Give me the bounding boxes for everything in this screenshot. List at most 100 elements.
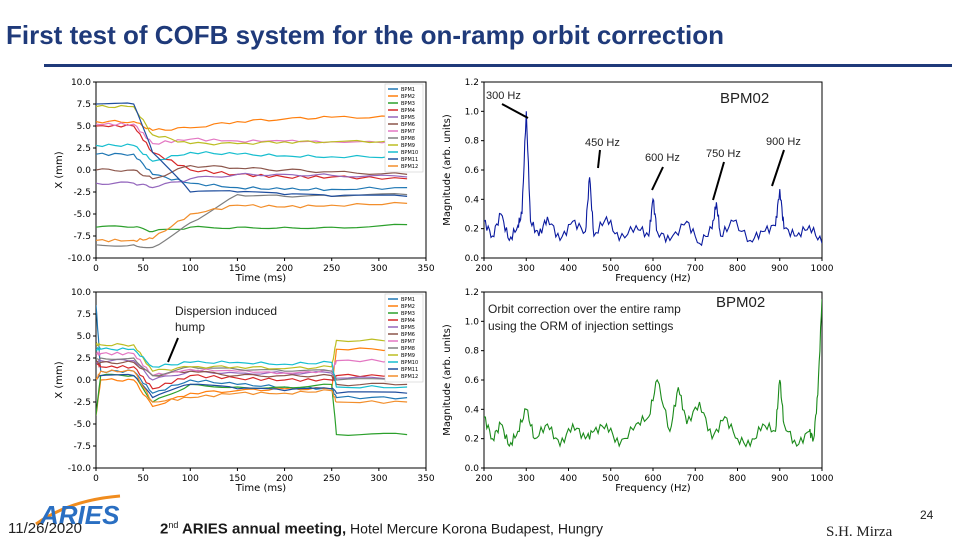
meeting-ordinal: 2 <box>160 520 169 538</box>
series-line-bpm5 <box>96 172 408 189</box>
annotation-bpm-top: BPM02 <box>720 90 770 107</box>
legend-label: BPM9 <box>401 353 415 359</box>
x-tick-label: 100 <box>182 264 199 274</box>
panel-bottom-right: 200 300 400 500 600 700 800 900 1000 0.0 0.2 0.4 0.6… <box>440 286 836 494</box>
meeting-info: 2nd ARIES annual meeting, Hotel Mercure … <box>160 520 603 538</box>
series-line-bpm3 <box>96 223 408 233</box>
annotation-600hz: 600 Hz <box>645 152 680 164</box>
arrow-450hz <box>597 149 601 169</box>
annotation-dispersion-line2: hump <box>175 320 206 334</box>
legend-label: BPM7 <box>401 129 415 135</box>
x-tick-label: 500 <box>602 474 619 484</box>
x-tick-label: 300 <box>518 474 535 484</box>
annotation-450hz: 450 Hz <box>585 137 620 149</box>
x-tick-label: 50 <box>137 264 149 274</box>
legend-label: BPM3 <box>401 311 415 317</box>
y-tick-label: 0.2 <box>465 435 479 445</box>
x-axis-label: Time (ms) <box>235 273 287 284</box>
y-tick-label: 7.5 <box>77 310 91 320</box>
x-tick-label: 0 <box>93 264 99 274</box>
y-tick-label: 7.5 <box>77 100 91 110</box>
y-tick-label: 0.2 <box>465 225 479 235</box>
meeting-location: Hotel Mercure Korona Budapest, Hungry <box>346 520 603 537</box>
legend-label: BPM4 <box>401 108 415 114</box>
y-tick-label: 2.5 <box>77 144 91 154</box>
x-tick-label: 900 <box>771 264 788 274</box>
legend-label: BPM2 <box>401 94 415 100</box>
x-tick-label: 150 <box>229 264 246 274</box>
y-tick-label: 0.0 <box>465 254 480 264</box>
series-line-bpm2 <box>96 115 408 132</box>
legend-label: BPM12 <box>401 164 418 170</box>
y-tick-label: 5.0 <box>77 122 92 132</box>
annotation-orbit-line2: using the ORM of injection settings <box>488 319 674 333</box>
legend-label: BPM2 <box>401 304 415 310</box>
legend-label: BPM6 <box>401 122 415 128</box>
arrow-900hz <box>771 149 785 187</box>
x-tick-label: 150 <box>229 474 246 484</box>
series-line-magnitude <box>484 111 822 247</box>
y-tick-label: 2.5 <box>77 354 91 364</box>
y-axis-label: X (mm) <box>54 361 65 398</box>
x-tick-label: 50 <box>137 474 149 484</box>
x-axis-label: Frequency (Hz) <box>615 273 691 284</box>
series-line-magnitude <box>484 299 822 448</box>
annotation-bpm-bottom: BPM02 <box>716 294 766 311</box>
y-tick-label: 0.0 <box>77 376 92 386</box>
meeting-main: ARIES annual meeting, <box>178 520 347 538</box>
series-line-bpm7 <box>96 350 408 377</box>
x-tick-label: 300 <box>370 264 387 274</box>
series-line-bpm10 <box>96 346 408 389</box>
slide-title: First test of COFB system for the on-ram… <box>6 20 724 50</box>
series-line-bpm6 <box>96 164 408 180</box>
x-tick-label: 1000 <box>811 264 834 274</box>
series-line-bpm12 <box>96 201 408 243</box>
x-axis-label: Frequency (Hz) <box>615 483 691 494</box>
page-number: 24 <box>920 508 934 522</box>
series-line-bpm6 <box>96 360 408 387</box>
arrow-600hz <box>651 166 664 191</box>
legend-label: BPM9 <box>401 143 415 149</box>
y-tick-label: 0.0 <box>77 166 92 176</box>
panel-top-left: 0 50 100 150 200 250 300 350 10.0 7.5 5.0 2.5 0.0 -2.… <box>52 76 440 284</box>
author: S.H. Mirza <box>826 524 893 540</box>
series-line-bpm2 <box>96 347 408 416</box>
x-tick-label: 0 <box>93 474 99 484</box>
x-tick-label: 350 <box>417 264 434 274</box>
chart-top-left: 0 50 100 150 200 250 300 350 10.0 7.5 5.0 2.5 0.0 -2.… <box>54 78 435 284</box>
x-tick-label: 100 <box>182 474 199 484</box>
legend-label: BPM5 <box>401 325 415 331</box>
y-tick-label: 0.6 <box>465 166 480 176</box>
series-line-bpm4 <box>96 361 408 390</box>
series-line-bpm10 <box>96 143 408 162</box>
x-tick-label: 500 <box>602 264 619 274</box>
annotation-orbit-line1: Orbit correction over the entire ramp <box>488 302 681 316</box>
legend-label: BPM10 <box>401 360 418 366</box>
slide-date: 11/26/2020 <box>8 520 82 537</box>
y-tick-label: -10.0 <box>68 254 92 264</box>
x-tick-label: 250 <box>323 474 340 484</box>
logo-text: ARIES <box>39 500 120 530</box>
arrow-750hz <box>712 161 725 201</box>
plot-frame <box>483 291 823 469</box>
y-axis-label: Magnitude (arb. units) <box>442 114 453 226</box>
legend-box <box>384 293 424 383</box>
y-tick-label: 0.6 <box>465 376 480 386</box>
x-tick-label: 800 <box>729 264 746 274</box>
series-line-bpm11 <box>96 373 408 399</box>
x-tick-label: 400 <box>560 474 577 484</box>
y-tick-label: 0.4 <box>465 405 480 415</box>
legend-label: BPM1 <box>401 297 415 303</box>
x-tick-label: 900 <box>771 474 788 484</box>
panel-bottom-left: 0 50 100 150 200 250 300 350 10.0 7.5 5.0 2.5 0.0 -2.… <box>52 286 440 494</box>
x-tick-label: 600 <box>644 474 661 484</box>
annotation-300hz: 300 Hz <box>486 90 521 102</box>
x-tick-label: 800 <box>729 474 746 484</box>
y-tick-label: -5.0 <box>73 420 91 430</box>
x-tick-label: 250 <box>323 264 340 274</box>
legend-label: BPM11 <box>401 157 418 163</box>
y-tick-label: 10.0 <box>71 288 91 298</box>
y-tick-label: 0.8 <box>465 347 480 357</box>
x-tick-label: 300 <box>370 474 387 484</box>
